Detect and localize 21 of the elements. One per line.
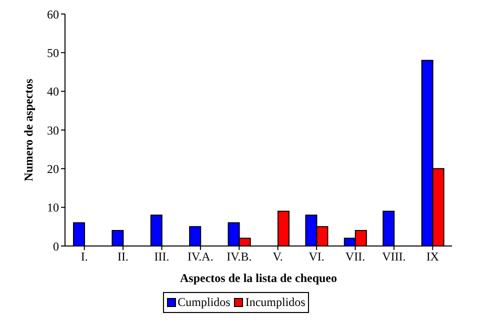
y-tick-label: 40	[47, 84, 59, 99]
x-tick-label: IX	[426, 250, 440, 264]
y-tick-label: 0	[53, 239, 59, 254]
y-tick-label: 20	[47, 162, 59, 176]
x-tick-label: I.	[80, 250, 88, 264]
y-tick-label: 50	[47, 46, 59, 60]
y-tick-label: 60	[47, 7, 59, 22]
legend-label: Incumplidos	[244, 295, 306, 310]
y-axis-title: Numero de aspectos	[21, 78, 36, 182]
y-tick-label: 10	[47, 200, 59, 215]
x-tick-label: IV.A.	[188, 250, 214, 264]
x-tick-label: VI.	[308, 250, 324, 264]
x-axis-title: Aspectos de la lista de chequeo	[180, 271, 337, 285]
y-tick-label: 30	[47, 123, 59, 138]
x-tick-label: VII.	[345, 250, 366, 264]
legend-label: Cumplidos	[176, 295, 230, 310]
x-tick-label: III.	[154, 250, 170, 264]
x-tick-label: IV.B.	[226, 250, 252, 264]
x-tick-label: V.	[272, 250, 283, 264]
x-tick-label: II.	[118, 250, 129, 264]
x-tick-label: VIII.	[382, 250, 406, 264]
